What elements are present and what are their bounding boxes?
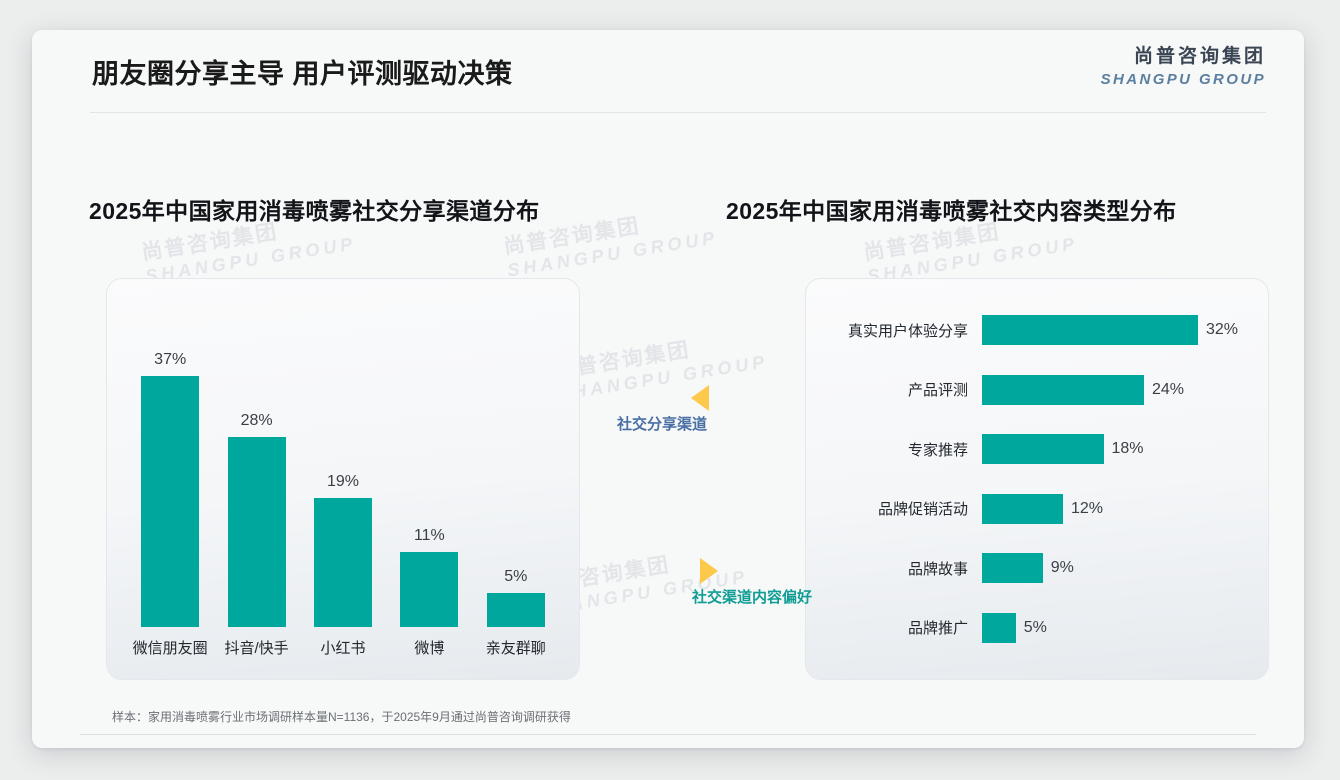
horizontal-bar — [982, 493, 1063, 524]
sample-note: 样本：家用消毒喷雾行业市场调研样本量N=1136，于2025年9月通过尚普咨询调… — [112, 710, 571, 724]
vertical-bar-label: 微博 — [414, 640, 445, 657]
annotation-content-preference: 社交渠道内容偏好 — [692, 558, 812, 607]
vertical-bar-item: 37% 微信朋友圈 — [127, 337, 213, 657]
vertical-bar-value: 11% — [413, 527, 445, 545]
horizontal-bar-label: 专家推荐 — [907, 441, 968, 459]
horizontal-bar-value: 12% — [1071, 499, 1104, 517]
vertical-bar-label: 小红书 — [320, 640, 366, 657]
brand-logo: 尚普咨询集团 SHANGPU GROUP — [1101, 47, 1266, 87]
vertical-bar — [486, 593, 545, 627]
horizontal-bar — [982, 315, 1198, 345]
annotation-share-channel-label: 社交分享渠道 — [617, 416, 708, 433]
chart-card-content-types: 真实用户体验分享 32% 产品评测 24% 专家推荐 18% 品牌促销活动 12% 品牌故事 9%… — [805, 278, 1269, 680]
vertical-bar — [400, 552, 459, 627]
vertical-bar-item: 28% 抖音/快手 — [214, 337, 300, 657]
annotation-share-channel: 社交分享渠道 — [617, 385, 709, 434]
triangle-right-icon — [700, 558, 718, 584]
vertical-bar-item: 5% 亲友群聊 — [473, 337, 559, 657]
chart-heading-right: 2025年中国家用消毒喷雾社交内容类型分布 — [726, 198, 1177, 224]
horizontal-bar-value: 9% — [1050, 559, 1074, 577]
horizontal-bar — [982, 553, 1043, 584]
chart-heading-left: 2025年中国家用消毒喷雾社交分享渠道分布 — [89, 198, 540, 224]
vertical-bar-label: 抖音/快手 — [224, 640, 289, 657]
page-title: 朋友圈分享主导 用户评测驱动决策 — [92, 59, 513, 89]
footer-divider — [80, 734, 1256, 735]
horizontal-bar-value: 5% — [1023, 618, 1047, 636]
logo-chinese-name: 尚普咨询集团 — [1133, 46, 1266, 67]
vertical-bar-value: 28% — [240, 411, 273, 429]
annotation-content-preference-label: 社交渠道内容偏好 — [692, 589, 813, 606]
horizontal-bar-item: 品牌促销活动 12% — [806, 488, 1268, 530]
logo-english-name: SHANGPU GROUP — [1100, 71, 1266, 88]
vertical-bar-label: 微信朋友圈 — [132, 640, 208, 657]
vertical-bar-item: 19% 小红书 — [300, 337, 386, 657]
horizontal-bar-label: 品牌促销活动 — [877, 501, 968, 519]
vertical-bar — [313, 498, 372, 627]
header-divider — [90, 112, 1266, 113]
horizontal-bar-label: 品牌故事 — [907, 560, 968, 578]
horizontal-bar-item: 专家推荐 18% — [806, 428, 1268, 470]
horizontal-bar-label: 品牌推广 — [907, 620, 968, 638]
horizontal-bar-label: 真实用户体验分享 — [847, 322, 968, 340]
vertical-bar — [227, 436, 286, 627]
triangle-left-icon — [691, 385, 709, 411]
vertical-bar-value: 37% — [154, 350, 187, 368]
horizontal-bar-item: 品牌推广 5% — [806, 607, 1268, 649]
vertical-bar-item: 11% 微博 — [386, 337, 472, 657]
vertical-bar-value: 5% — [504, 568, 528, 586]
horizontal-bar — [982, 612, 1016, 643]
horizontal-bar — [982, 434, 1104, 465]
horizontal-bar — [982, 374, 1144, 405]
horizontal-bar-value: 24% — [1152, 380, 1185, 398]
vertical-bar-chart: 37% 微信朋友圈 28% 抖音/快手 19% 小红书 11% 微博 5% 亲友群聊 — [127, 337, 559, 657]
chart-card-share-channels: 37% 微信朋友圈 28% 抖音/快手 19% 小红书 11% 微博 5% 亲友群聊 — [106, 278, 580, 680]
slide-header: 朋友圈分享主导 用户评测驱动决策 尚普咨询集团 SHANGPU GROUP — [32, 30, 1304, 112]
slide: 朋友圈分享主导 用户评测驱动决策 尚普咨询集团 SHANGPU GROUP 20… — [32, 30, 1304, 748]
horizontal-bar-value: 18% — [1111, 440, 1144, 458]
horizontal-bar-value: 32% — [1206, 321, 1239, 338]
vertical-bar — [141, 375, 200, 627]
vertical-bar-value: 19% — [326, 473, 359, 490]
horizontal-bar-label: 产品评测 — [907, 382, 968, 400]
horizontal-bar-item: 产品评测 24% — [806, 369, 1268, 411]
horizontal-bar-chart: 真实用户体验分享 32% 产品评测 24% 专家推荐 18% 品牌促销活动 12% 品牌故事 9%… — [806, 309, 1268, 649]
horizontal-bar-item: 品牌故事 9% — [806, 547, 1268, 589]
vertical-bar-label: 亲友群聊 — [485, 640, 546, 657]
horizontal-bar-item: 真实用户体验分享 32% — [806, 309, 1268, 351]
